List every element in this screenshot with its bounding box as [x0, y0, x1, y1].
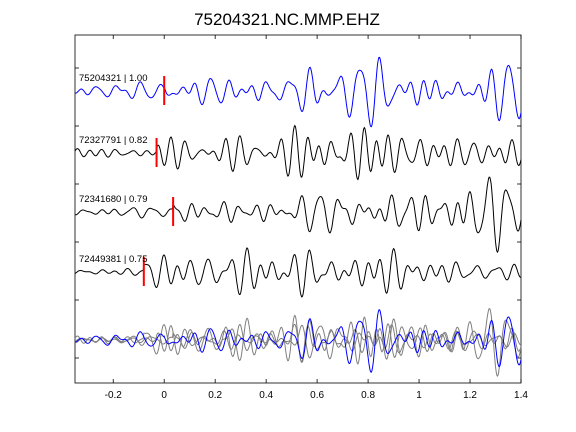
- trace-label: 72341680 | 0.79: [79, 194, 148, 205]
- waveform-trace: [74, 247, 522, 298]
- overlay-trace: [75, 309, 522, 373]
- x-tick-label: 1.4: [514, 390, 528, 401]
- overlay-trace: [74, 314, 522, 365]
- x-tick-label: 1.2: [463, 390, 477, 401]
- trace-label: 75204321 | 1.00: [79, 73, 148, 84]
- x-tick-label: 0.4: [259, 390, 273, 401]
- plot-frame: [74, 34, 522, 384]
- waveform-trace: [74, 176, 522, 254]
- waveform-trace: [75, 56, 522, 128]
- x-tick-label: 0.8: [361, 390, 375, 401]
- trace-label: 72449381 | 0.75: [79, 254, 148, 265]
- traces: 75204321 | 1.00 72327791 | 0.82 72341680 |…: [74, 56, 522, 298]
- axis-ticks: -0.2 0 0.2 0.4 0.6 0.8 1 1.2 1.4: [75, 35, 528, 401]
- trace-label: 72327791 | 0.82: [79, 135, 148, 146]
- x-tick-label: 0.2: [208, 390, 222, 401]
- waveform-trace: [74, 124, 522, 181]
- x-tick-label: 0.6: [310, 390, 324, 401]
- chart-title: 75204321.NC.MMP.EHZ: [194, 10, 380, 29]
- stacked-overlay: [74, 308, 522, 378]
- x-tick-label: 0: [161, 390, 167, 401]
- x-tick-label: -0.2: [105, 390, 123, 401]
- x-tick-label: 1: [416, 390, 422, 401]
